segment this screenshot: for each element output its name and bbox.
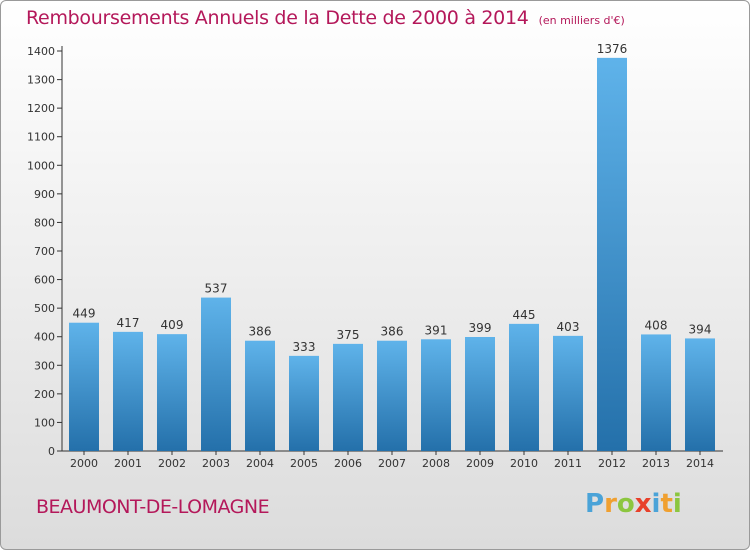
x-tick-label: 2007 <box>378 457 406 470</box>
x-tick-label: 2013 <box>642 457 670 470</box>
bar <box>421 339 451 451</box>
bar-value-label: 1376 <box>597 42 628 56</box>
y-tick-label: 300 <box>34 359 55 372</box>
y-tick-label: 400 <box>34 331 55 344</box>
bar <box>113 331 143 451</box>
logo-letter: i <box>651 489 661 519</box>
x-tick-label: 2014 <box>686 457 714 470</box>
logo-letter: r <box>604 489 617 519</box>
x-tick-label: 2003 <box>202 457 230 470</box>
y-tick-label: 1200 <box>27 102 55 115</box>
bar-value-label: 386 <box>249 325 272 339</box>
logo-letter: P <box>585 489 605 519</box>
x-tick-label: 2006 <box>334 457 362 470</box>
bar <box>245 340 275 451</box>
y-tick-label: 100 <box>34 416 55 429</box>
bar <box>597 57 627 451</box>
y-tick-label: 1300 <box>27 74 55 87</box>
bar <box>377 340 407 451</box>
bar-value-label: 403 <box>557 320 580 334</box>
x-tick-label: 2010 <box>510 457 538 470</box>
bar-value-label: 408 <box>645 318 668 332</box>
bar-value-label: 399 <box>469 321 492 335</box>
y-tick-label: 500 <box>34 302 55 315</box>
y-tick-label: 900 <box>34 188 55 201</box>
bar <box>333 343 363 451</box>
bar-value-label: 537 <box>205 282 228 296</box>
x-tick-label: 2012 <box>598 457 626 470</box>
y-tick-label: 1000 <box>27 159 55 172</box>
x-tick-label: 2009 <box>466 457 494 470</box>
bar-value-label: 445 <box>513 308 536 322</box>
y-tick-label: 600 <box>34 274 55 287</box>
y-tick-label: 200 <box>34 388 55 401</box>
bar <box>69 322 99 451</box>
bar <box>465 337 495 451</box>
x-tick-label: 2002 <box>158 457 186 470</box>
bars: 449 417 409 537 386 333 375 386 391 399 445 403 1376… <box>69 42 715 451</box>
bar-value-label: 333 <box>293 340 316 354</box>
bar <box>289 355 319 451</box>
bar-value-label: 449 <box>73 307 96 321</box>
bar <box>201 297 231 451</box>
logo-letter: x <box>634 489 652 519</box>
logo-letter: o <box>616 489 635 519</box>
y-tick-label: 700 <box>34 245 55 258</box>
bar-value-label: 417 <box>117 316 140 330</box>
bar <box>157 334 187 451</box>
x-tick-label: 2005 <box>290 457 318 470</box>
y-tick-label: 1400 <box>27 45 55 58</box>
x-tick-label: 2008 <box>422 457 450 470</box>
unit-label: (en milliers d'€) <box>538 14 625 27</box>
proxiti-logo[interactable]: Proxiti <box>585 489 682 519</box>
bar <box>685 338 715 451</box>
title-text: Remboursements Annuels de la Dette de 20… <box>26 7 529 29</box>
logo-letter: t <box>660 489 673 519</box>
y-tick-label: 1100 <box>27 131 55 144</box>
y-tick-label: 0 <box>48 445 55 458</box>
bar <box>641 334 671 451</box>
y-tick-label: 800 <box>34 216 55 229</box>
bar-value-label: 386 <box>381 325 404 339</box>
commune-name: BEAUMONT-DE-LOMAGNE <box>36 496 270 518</box>
x-tick-label: 2004 <box>246 457 274 470</box>
x-tick-label: 2000 <box>70 457 98 470</box>
logo-letter: i <box>672 489 682 519</box>
x-tick-label: 2001 <box>114 457 142 470</box>
bar-value-label: 394 <box>689 322 712 336</box>
x-tick-label: 2011 <box>554 457 582 470</box>
bar-value-label: 409 <box>161 318 184 332</box>
bar-value-label: 375 <box>337 328 360 342</box>
chart-title: Remboursements Annuels de la Dette de 20… <box>26 7 625 29</box>
bar <box>553 335 583 451</box>
bar-value-label: 391 <box>425 323 448 337</box>
bar <box>509 323 539 451</box>
